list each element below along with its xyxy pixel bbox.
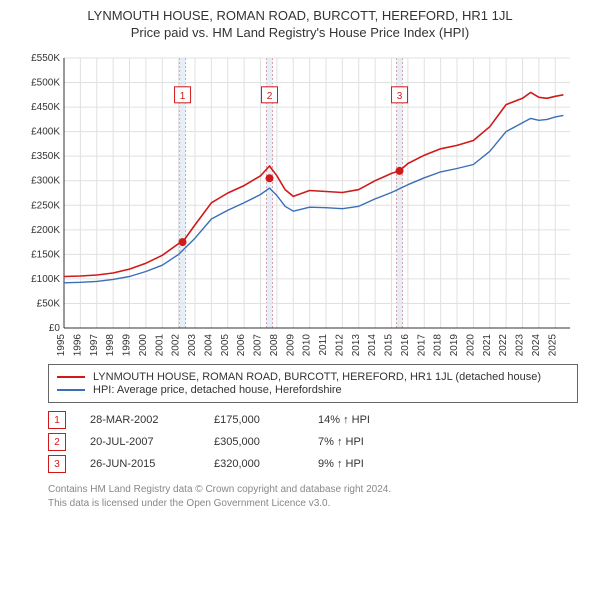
transaction-row: 1 28-MAR-2002 £175,000 14% ↑ HPI: [48, 411, 578, 429]
x-tick-label: 1995: [56, 334, 67, 357]
x-tick-label: 2009: [285, 334, 296, 357]
legend-label: LYNMOUTH HOUSE, ROMAN ROAD, BURCOTT, HER…: [93, 371, 541, 383]
transaction-badge-label: 1: [180, 91, 186, 102]
transaction-date: 20-JUL-2007: [90, 436, 190, 448]
y-tick-label: £250K: [31, 200, 60, 211]
x-tick-label: 2003: [187, 334, 198, 357]
transaction-date: 28-MAR-2002: [90, 414, 190, 426]
y-tick-label: £50K: [37, 298, 61, 309]
x-tick-label: 2014: [367, 334, 378, 357]
x-tick-label: 2011: [318, 334, 329, 356]
footer-attribution: Contains HM Land Registry data © Crown c…: [48, 483, 578, 510]
title-line-1: LYNMOUTH HOUSE, ROMAN ROAD, BURCOTT, HER…: [8, 8, 592, 23]
transaction-price: £305,000: [214, 436, 294, 448]
transaction-price: £175,000: [214, 414, 294, 426]
x-tick-label: 2017: [416, 334, 427, 357]
footer-line-2: This data is licensed under the Open Gov…: [48, 497, 578, 511]
x-tick-label: 2023: [515, 334, 526, 357]
transactions-table: 1 28-MAR-2002 £175,000 14% ↑ HPI 2 20-JUL-200…: [48, 411, 578, 473]
x-tick-label: 2024: [531, 334, 542, 357]
transaction-badge-label: 2: [267, 91, 273, 102]
y-tick-label: £300K: [31, 176, 60, 187]
legend-label: HPI: Average price, detached house, Here…: [93, 384, 342, 396]
x-tick-label: 2015: [384, 334, 395, 357]
x-tick-label: 2000: [138, 334, 149, 357]
title-line-2: Price paid vs. HM Land Registry's House …: [8, 25, 592, 40]
y-tick-label: £0: [49, 323, 61, 334]
transaction-row: 3 26-JUN-2015 £320,000 9% ↑ HPI: [48, 455, 578, 473]
transaction-date: 26-JUN-2015: [90, 458, 190, 470]
x-tick-label: 2019: [449, 334, 460, 357]
x-tick-label: 2025: [547, 334, 558, 357]
x-tick-label: 2018: [433, 334, 444, 357]
x-tick-label: 1999: [122, 334, 133, 357]
transaction-badge-label: 3: [397, 91, 403, 102]
x-tick-label: 2012: [334, 334, 345, 357]
x-tick-label: 2020: [465, 334, 476, 357]
x-tick-label: 1996: [72, 334, 83, 357]
transaction-delta: 7% ↑ HPI: [318, 436, 408, 448]
x-tick-label: 1998: [105, 334, 116, 357]
legend-item: LYNMOUTH HOUSE, ROMAN ROAD, BURCOTT, HER…: [57, 371, 569, 383]
price-chart: £0 £50K £100K £150K £200K £250K £300K £350K £400…: [20, 48, 580, 358]
footer-line-1: Contains HM Land Registry data © Crown c…: [48, 483, 578, 497]
transaction-price: £320,000: [214, 458, 294, 470]
x-tick-label: 2013: [351, 334, 362, 357]
transaction-marker: [266, 174, 274, 182]
x-tick-label: 2005: [220, 334, 231, 357]
legend-box: LYNMOUTH HOUSE, ROMAN ROAD, BURCOTT, HER…: [48, 364, 578, 403]
transaction-row-badge: 1: [48, 411, 66, 429]
transaction-row-badge: 2: [48, 433, 66, 451]
transaction-marker: [179, 238, 187, 246]
x-tick-label: 2006: [236, 334, 247, 357]
x-tick-label: 2007: [253, 334, 264, 357]
x-tick-label: 2010: [302, 334, 313, 357]
y-tick-label: £100K: [31, 274, 60, 285]
y-tick-label: £400K: [31, 127, 60, 138]
x-tick-label: 2001: [154, 334, 165, 357]
x-tick-label: 2016: [400, 334, 411, 357]
y-tick-label: £550K: [31, 53, 60, 64]
legend-swatch: [57, 389, 85, 391]
y-tick-label: £350K: [31, 151, 60, 162]
legend-swatch: [57, 376, 85, 378]
x-tick-label: 2004: [203, 334, 214, 357]
x-tick-label: 2008: [269, 334, 280, 357]
legend-item: HPI: Average price, detached house, Here…: [57, 384, 569, 396]
transaction-delta: 9% ↑ HPI: [318, 458, 408, 470]
transaction-row: 2 20-JUL-2007 £305,000 7% ↑ HPI: [48, 433, 578, 451]
x-tick-label: 2022: [498, 334, 509, 357]
y-tick-label: £200K: [31, 225, 60, 236]
y-tick-label: £150K: [31, 249, 60, 260]
chart-container: £0 £50K £100K £150K £200K £250K £300K £350K £400…: [20, 48, 580, 358]
transaction-marker: [396, 167, 404, 175]
chart-title-block: LYNMOUTH HOUSE, ROMAN ROAD, BURCOTT, HER…: [8, 8, 592, 40]
y-tick-label: £500K: [31, 78, 60, 89]
transaction-row-badge: 3: [48, 455, 66, 473]
transaction-delta: 14% ↑ HPI: [318, 414, 408, 426]
x-tick-label: 2002: [171, 334, 182, 357]
x-tick-label: 1997: [89, 334, 100, 357]
x-tick-label: 2021: [482, 334, 493, 357]
y-tick-label: £450K: [31, 102, 60, 113]
